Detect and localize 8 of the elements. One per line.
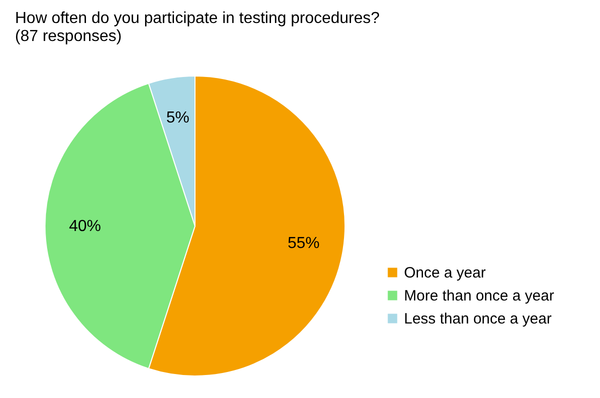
legend-label: More than once a year — [404, 288, 554, 304]
text: How often do you participate in testing procedures? — [15, 10, 380, 27]
data-label: 55% — [288, 235, 320, 252]
data-label: 40% — [68, 218, 102, 235]
legend-label: Less than once a year — [404, 310, 552, 328]
data-label: 5% — [166, 109, 190, 126]
legend-label: Once a year — [404, 264, 486, 282]
text: (87 responses) — [15, 28, 122, 45]
